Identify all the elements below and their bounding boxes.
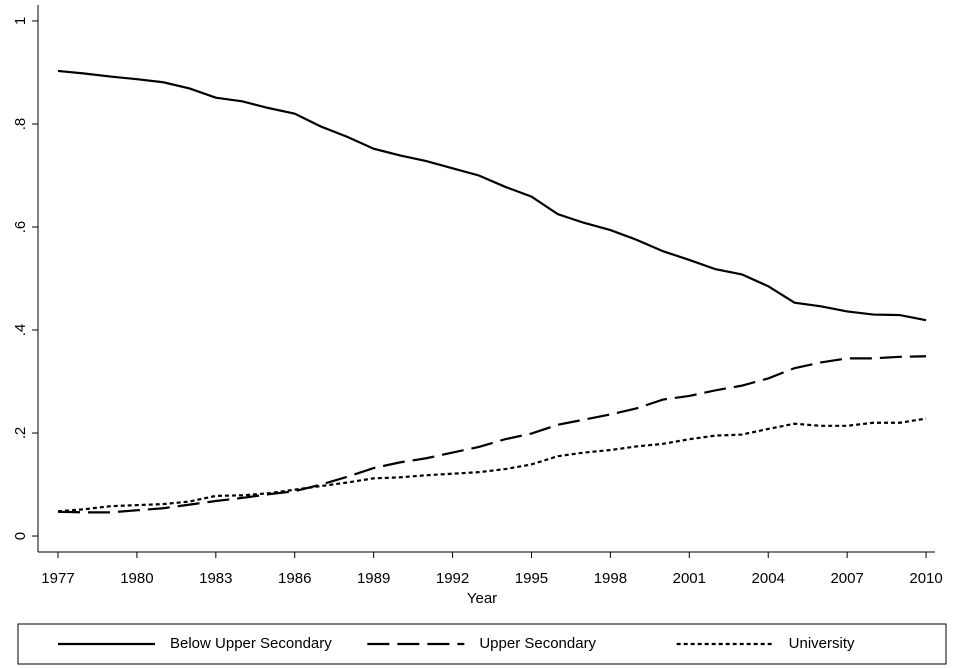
x-tick-label: 2010 <box>909 570 942 587</box>
y-tick-label: .6 <box>12 221 29 234</box>
y-tick-label: 0 <box>12 532 29 540</box>
x-tick-label: 1980 <box>120 570 153 587</box>
x-tick-label: 2001 <box>673 570 706 587</box>
y-tick-label: .8 <box>12 118 29 131</box>
x-tick-label: 2004 <box>752 570 785 587</box>
x-tick-label: 1983 <box>199 570 232 587</box>
legend-label: University <box>789 635 855 652</box>
series-line <box>57 355 927 514</box>
x-tick-label: 1986 <box>278 570 311 587</box>
y-tick-label: .4 <box>12 324 29 337</box>
series-line <box>57 417 927 513</box>
x-tick-label: 1989 <box>357 570 390 587</box>
series-line <box>57 69 927 322</box>
legend-label: Below Upper Secondary <box>170 635 332 652</box>
x-tick-label: 2007 <box>830 570 863 587</box>
legend-box <box>17 623 947 665</box>
x-axis-label: Year <box>467 590 497 607</box>
y-tick-label: .2 <box>12 427 29 440</box>
x-tick-label: 1998 <box>594 570 627 587</box>
y-tick-label: 1 <box>12 17 29 25</box>
x-tick-label: 1977 <box>41 570 74 587</box>
x-tick-label: 1995 <box>515 570 548 587</box>
x-tick-label: 1992 <box>436 570 469 587</box>
legend-label: Upper Secondary <box>479 635 596 652</box>
